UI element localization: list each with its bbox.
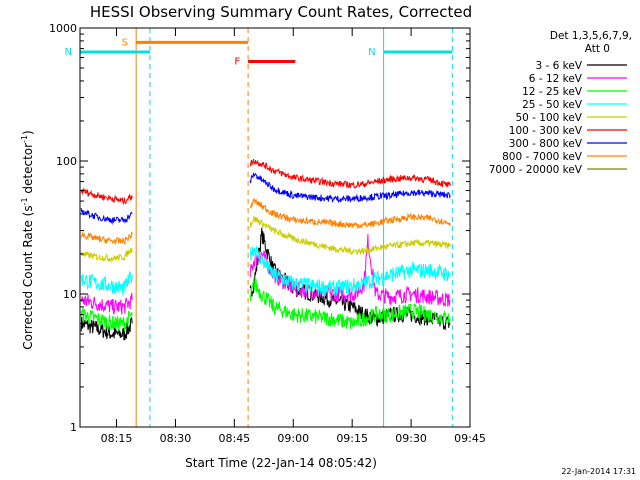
legend-label: 6 - 12 keV (529, 73, 583, 85)
annotation-label-N: N (368, 47, 375, 58)
series-line-1 (249, 233, 451, 307)
series-line-7 (249, 198, 451, 229)
legend-label: 100 - 300 keV (509, 125, 583, 137)
annotation-bars: S N N F (65, 28, 453, 427)
legend-label: 800 - 7000 keV (502, 151, 583, 163)
series-line-4 (249, 215, 451, 256)
x-tick-label: 08:15 (101, 432, 133, 445)
x-tick-label: 09:45 (454, 432, 486, 445)
chart-title: HESSI Observing Summary Count Rates, Cor… (90, 3, 472, 21)
series-line-2 (80, 307, 133, 332)
x-tick-label: 09:30 (395, 432, 427, 445)
y-tick-label: 1 (70, 421, 77, 434)
y-tick-label: 10 (63, 288, 77, 301)
y-axis-label-sup2: -1 (20, 135, 29, 143)
annotation-label-N: N (65, 47, 72, 58)
series-layer (80, 158, 451, 341)
y-axis-label-end: ) (21, 130, 35, 135)
y-axis-label-main: Corrected Count Rate (s (21, 205, 35, 349)
legend-label: 3 - 6 keV (535, 60, 582, 72)
series-line-6 (249, 172, 451, 204)
legend-label: 50 - 100 keV (515, 112, 582, 124)
annotation-label-F: F (234, 56, 240, 67)
series-line-5 (80, 187, 133, 206)
y-tick-label: 1000 (49, 22, 77, 35)
legend-label: 12 - 25 keV (522, 86, 583, 98)
annotation-label-S: S (122, 37, 128, 48)
y-tick-label: 100 (56, 155, 77, 168)
series-line-4 (80, 248, 133, 264)
series-line-6 (80, 208, 133, 226)
footer-timestamp: 22-Jan-2014 17:31 (561, 467, 636, 476)
series-line-7 (80, 231, 133, 246)
x-tick-label: 09:00 (277, 432, 309, 445)
x-tick-label: 08:45 (218, 432, 250, 445)
y-axis-label-mid: detector (21, 143, 35, 198)
legend-header-line-1: Det 1,3,5,6,7,9, (550, 30, 632, 42)
y-axis-label-sup1: -1 (20, 197, 29, 205)
legend-header-line-2: Att 0 (585, 43, 610, 55)
series-line-3 (249, 245, 451, 296)
legend-label: 7000 - 20000 keV (489, 164, 583, 176)
x-axis-label: Start Time (22-Jan-14 08:05:42) (185, 456, 377, 470)
plot-frame (79, 27, 471, 428)
y-axis-label: Corrected Count Rate (s-1 detector-1) (20, 130, 35, 349)
legend-label: 300 - 800 keV (509, 138, 583, 150)
x-tick-label: 09:15 (336, 432, 368, 445)
x-tick-label: 08:30 (160, 432, 192, 445)
series-line-5 (249, 158, 451, 189)
series-line-2 (249, 277, 451, 329)
axes: 08:15 08:30 08:45 09:00 09:15 09:30 09:45 1 10 10… (49, 22, 486, 445)
series-line-0 (80, 316, 133, 341)
legend-label: 25 - 50 keV (522, 99, 583, 111)
series-line-1 (80, 292, 133, 315)
series-line-3 (80, 271, 133, 296)
